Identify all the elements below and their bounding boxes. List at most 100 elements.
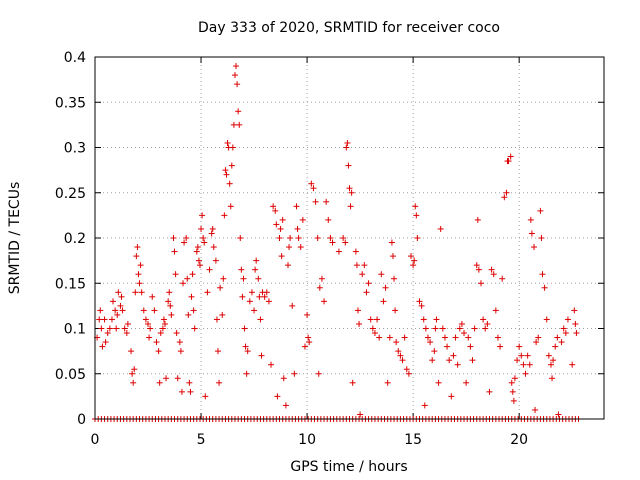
data-point (186, 379, 193, 386)
data-point (356, 320, 363, 327)
data-point (526, 361, 533, 368)
data-point (545, 352, 552, 359)
data-point (193, 248, 200, 255)
data-point (213, 316, 220, 323)
data-point (408, 253, 415, 260)
data-point (413, 212, 420, 219)
data-point (511, 375, 518, 382)
data-point (187, 388, 194, 395)
data-point (289, 302, 296, 309)
data-point (208, 230, 215, 237)
data-point (571, 307, 578, 314)
data-point (226, 180, 233, 187)
data-point (191, 325, 198, 332)
data-point (151, 307, 158, 314)
x-tick-label: 20 (510, 432, 528, 448)
data-point (399, 357, 406, 364)
data-point (272, 207, 279, 214)
data-point (198, 225, 205, 232)
data-point (134, 244, 141, 251)
data-point (231, 72, 238, 79)
data-point (456, 325, 463, 332)
data-point (473, 262, 480, 269)
data-point (433, 316, 440, 323)
data-point (291, 370, 298, 377)
data-point (382, 284, 389, 291)
data-point (235, 108, 242, 115)
data-point (248, 289, 255, 296)
plot-frame (94, 56, 605, 420)
data-point (238, 266, 245, 273)
data-point (391, 275, 398, 282)
data-point (202, 393, 209, 400)
data-point (251, 307, 258, 314)
data-point (130, 379, 137, 386)
data-point (452, 334, 459, 341)
data-point (227, 203, 234, 210)
data-point (236, 121, 243, 128)
data-point (185, 311, 192, 318)
data-point (522, 370, 529, 377)
data-point (335, 248, 342, 255)
data-point (477, 280, 484, 287)
data-point (348, 189, 355, 196)
data-point (173, 330, 180, 337)
data-point (314, 235, 321, 241)
data-point (160, 316, 167, 323)
data-point (132, 289, 139, 296)
data-point (437, 225, 444, 232)
data-point (503, 189, 510, 196)
data-point (244, 348, 251, 355)
data-point (414, 235, 421, 241)
data-point (315, 370, 322, 377)
data-point (124, 320, 131, 327)
data-markers (92, 63, 582, 422)
data-point (121, 325, 128, 332)
data-point (416, 298, 423, 305)
data-point (293, 203, 300, 210)
data-point (117, 302, 124, 309)
data-point (223, 171, 230, 178)
data-point (212, 257, 219, 264)
data-point (210, 244, 217, 251)
data-point (165, 298, 172, 305)
data-point (467, 343, 474, 350)
data-point (340, 235, 347, 241)
data-point (555, 411, 562, 418)
data-point (418, 302, 425, 309)
data-point (380, 298, 387, 305)
y-axis-title: SRMTID / TECUs (7, 182, 23, 295)
data-point (369, 325, 376, 332)
data-point (549, 375, 556, 382)
data-point (516, 343, 523, 350)
data-point (572, 320, 579, 327)
data-point (159, 325, 166, 332)
data-point (246, 298, 253, 305)
data-point (209, 225, 216, 232)
data-point (475, 266, 482, 273)
data-point (510, 397, 517, 404)
data-point (431, 348, 438, 355)
data-point (287, 235, 294, 241)
data-point (343, 144, 350, 151)
data-point (253, 257, 260, 264)
data-point (344, 139, 351, 146)
data-point (325, 216, 332, 223)
data-point (461, 330, 468, 337)
data-point (448, 393, 455, 400)
data-point (228, 162, 235, 169)
data-point (357, 411, 364, 418)
data-point (177, 348, 184, 355)
data-point (541, 284, 548, 291)
data-point (537, 207, 544, 214)
data-point (374, 316, 381, 323)
data-point (188, 293, 195, 300)
axis-ticks: 0 0.05 0.1 0.15 0.2 0.25 0.3 0.35 0.4 0 5 10 15 20 (55, 50, 604, 448)
data-point (170, 235, 177, 241)
data-point (206, 266, 213, 273)
data-point (554, 334, 561, 341)
data-point (550, 357, 557, 364)
data-point (505, 158, 512, 165)
data-point (329, 239, 336, 246)
data-point (429, 357, 436, 364)
